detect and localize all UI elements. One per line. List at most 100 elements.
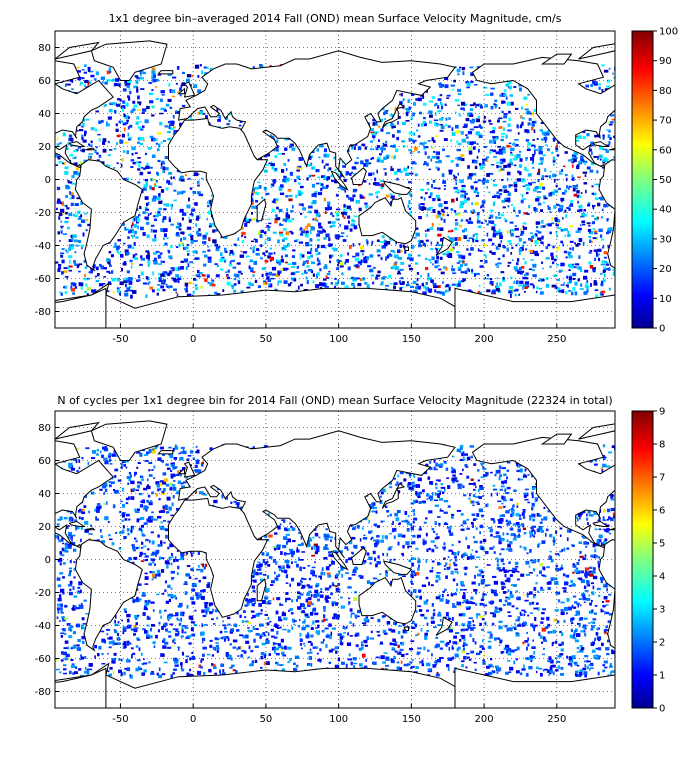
data-cell [447, 255, 453, 258]
data-cell [564, 173, 568, 177]
data-cell [182, 242, 184, 247]
data-cell [313, 594, 318, 598]
data-cell [468, 147, 473, 151]
data-cell [136, 218, 141, 223]
data-cell [143, 184, 148, 188]
data-cell [451, 656, 455, 660]
data-cell [164, 108, 167, 111]
data-cell [307, 155, 312, 160]
data-cell [168, 182, 171, 185]
data-cell [594, 289, 599, 291]
data-cell [151, 70, 156, 75]
data-cell [133, 242, 136, 246]
data-cell [552, 261, 555, 265]
data-cell [309, 230, 312, 234]
data-cell [272, 179, 277, 183]
data-cell [490, 278, 493, 281]
data-cell [427, 140, 431, 142]
data-cell [255, 192, 260, 196]
data-cell [534, 150, 536, 155]
data-cell [179, 208, 184, 213]
data-cell [134, 152, 138, 155]
data-cell [422, 242, 426, 246]
data-cell [119, 281, 124, 286]
data-cell [274, 643, 279, 645]
data-cell [476, 155, 479, 159]
data-cell [569, 240, 574, 243]
data-cell [159, 112, 164, 115]
data-cell [482, 158, 486, 161]
data-cell [578, 541, 583, 544]
data-cell [577, 266, 582, 270]
grid-lines [55, 31, 615, 328]
data-cell [484, 104, 488, 108]
data-cell [424, 192, 428, 195]
data-cell [262, 252, 266, 255]
data-cell [530, 283, 534, 286]
data-cell [151, 540, 155, 545]
data-cell [505, 83, 509, 87]
data-cell [490, 87, 495, 90]
data-cell [221, 494, 224, 499]
data-cell [460, 219, 464, 222]
data-cell [254, 279, 258, 283]
data-cell [410, 640, 415, 643]
data-cell [531, 121, 535, 124]
data-cell [511, 246, 514, 249]
data-cell [362, 196, 366, 199]
data-cell [478, 162, 482, 166]
data-cell [67, 266, 70, 270]
data-cell [310, 162, 313, 166]
data-cell [160, 162, 163, 167]
data-cell [98, 138, 101, 142]
data-cell [503, 217, 507, 220]
data-cell [202, 250, 206, 253]
data-cell [370, 140, 373, 143]
data-cell [490, 164, 495, 166]
data-cell [88, 153, 93, 155]
data-cell [58, 291, 62, 294]
data-cell [521, 609, 526, 612]
data-cell [480, 221, 484, 224]
data-cell [103, 267, 107, 270]
data-cell [525, 183, 530, 187]
data-cell [148, 469, 151, 472]
data-cell [72, 157, 77, 159]
data-cell [542, 154, 546, 157]
data-cell [540, 250, 544, 252]
data-cell [600, 263, 605, 266]
data-cell [541, 175, 544, 179]
data-cell [185, 636, 190, 639]
data-cell [328, 270, 331, 273]
data-cell [529, 655, 533, 660]
data-cell [95, 266, 99, 271]
data-cell [79, 84, 82, 86]
data-cell [451, 283, 456, 286]
landmass [592, 141, 610, 147]
data-cell [457, 280, 461, 284]
data-cell [367, 265, 372, 268]
data-cell [478, 284, 481, 287]
data-cell [496, 164, 499, 169]
data-cell [601, 293, 604, 296]
data-cell [71, 237, 74, 241]
data-cell [527, 614, 530, 617]
data-cell [197, 89, 202, 94]
coastlines [55, 40, 615, 328]
data-cell [232, 266, 237, 269]
data-cell [117, 642, 121, 646]
data-cell [600, 196, 604, 201]
data-cell [137, 462, 141, 464]
data-cell [460, 271, 465, 274]
data-cell [504, 89, 507, 93]
data-cell [451, 127, 454, 132]
data-cell [250, 269, 254, 273]
data-cell [419, 142, 424, 145]
data-cell [602, 269, 605, 273]
data-cell [565, 256, 568, 259]
data-cell [433, 285, 438, 289]
data-cell [384, 172, 387, 176]
data-cell [163, 203, 166, 206]
data-cell [237, 646, 241, 650]
data-cell [371, 510, 376, 513]
